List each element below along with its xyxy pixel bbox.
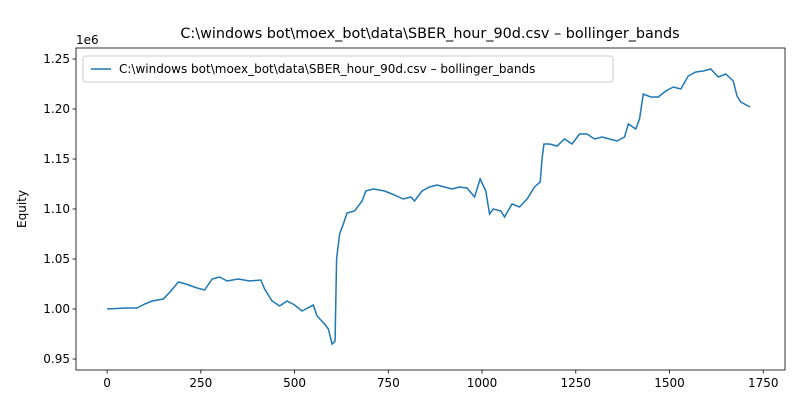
- legend-label: C:\windows bot\moex_bot\data\SBER_hour_9…: [119, 62, 535, 76]
- x-tick-label: 750: [377, 376, 400, 390]
- chart-title: C:\windows bot\moex_bot\data\SBER_hour_9…: [180, 26, 679, 42]
- y-tick-label: 1.05: [43, 252, 70, 266]
- y-tick-label: 1.25: [43, 52, 70, 66]
- y-tick-label: 1.00: [43, 302, 70, 316]
- x-tick-label: 1500: [654, 376, 685, 390]
- y-tick-label: 1.10: [43, 202, 70, 216]
- line-series: [107, 68, 751, 346]
- y-axis-label: Equity: [15, 190, 29, 228]
- y-offset-label: 1e6: [76, 33, 99, 47]
- y-tick-label: 0.95: [43, 352, 70, 366]
- y-tick-label: 1.20: [43, 102, 70, 116]
- y-tick-label: 1.15: [43, 152, 70, 166]
- x-tick-label: 1000: [467, 376, 498, 390]
- plot-frame: [75, 47, 786, 371]
- x-tick-label: 1750: [748, 376, 779, 390]
- legend-box: [82, 55, 614, 83]
- x-tick-label: 1250: [561, 376, 592, 390]
- x-tick-label: 500: [283, 376, 306, 390]
- x-tick-label: 250: [189, 376, 212, 390]
- x-tick-label: 0: [103, 376, 111, 390]
